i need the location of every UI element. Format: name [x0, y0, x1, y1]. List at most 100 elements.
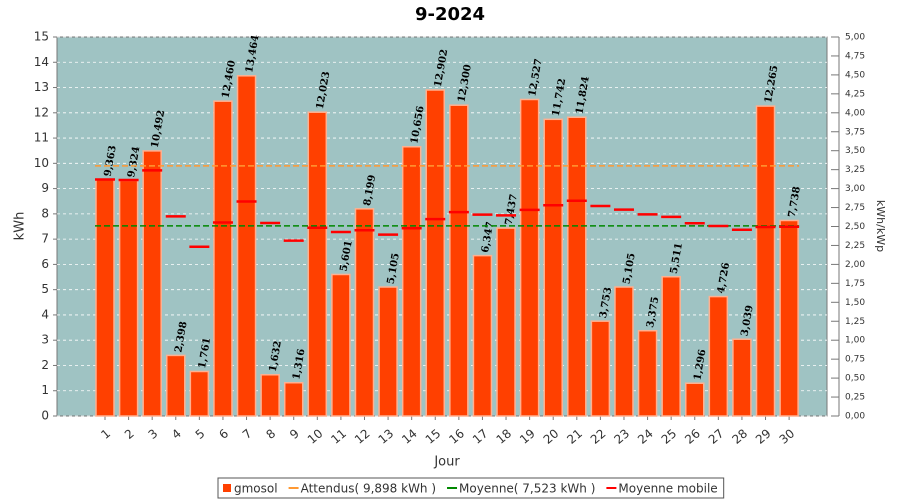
bar [519, 98, 540, 417]
y2-tick-label: 0,25 [845, 393, 865, 403]
y2-tick-label: 0,00 [845, 412, 865, 422]
x-tick-label: 26 [682, 426, 703, 447]
value-label: 1,632 [268, 340, 284, 373]
y2-tick-label: 0,75 [845, 355, 865, 365]
bar [260, 374, 280, 417]
bar [236, 75, 257, 417]
value-label: 7,738 [787, 186, 803, 219]
x-tick-label: 1 [98, 426, 113, 442]
y-tick-label: 4 [41, 307, 49, 321]
value-label: 9,363 [103, 145, 119, 178]
bar [543, 118, 563, 417]
bar [118, 179, 139, 417]
value-label: 5,511 [669, 242, 685, 275]
x-tick-label: 30 [777, 426, 798, 447]
x-tick-label: 25 [659, 426, 680, 447]
y2-tick-label: 2,00 [845, 260, 865, 270]
y2-tick-label: 1,25 [845, 317, 865, 327]
bar [732, 338, 752, 417]
y2-tick-label: 0,50 [845, 374, 865, 384]
y-tick-label: 14 [34, 55, 49, 69]
y-tick-label: 7 [41, 232, 49, 246]
y2-tick-label: 4,00 [845, 108, 865, 118]
bar [567, 116, 587, 417]
bar [95, 178, 115, 417]
legend-box [217, 477, 725, 499]
y2-axis-label: kWh/kWp [874, 200, 887, 252]
bar [708, 295, 729, 417]
value-label: 3,753 [598, 286, 614, 319]
y2-tick-label: 4,75 [845, 51, 865, 61]
x-tick-label: 29 [753, 426, 774, 447]
chart-title: 9-2024 [415, 4, 485, 25]
y-tick-label: 8 [41, 206, 49, 220]
x-tick-label: 27 [706, 426, 727, 447]
x-tick-label: 16 [446, 426, 467, 447]
x-tick-label: 5 [193, 426, 208, 442]
x-tick-label: 28 [729, 426, 750, 447]
bar [189, 370, 210, 417]
x-tick-label: 7 [240, 426, 255, 442]
x-tick-label: 22 [588, 426, 609, 447]
legend-swatch [223, 484, 231, 492]
x-axis-label: Jour [433, 455, 460, 470]
x-tick-label: 9 [287, 426, 302, 442]
y-tick-label: 1 [41, 383, 49, 397]
y2-tick-label: 2,75 [845, 203, 865, 213]
value-label: 1,316 [291, 348, 307, 381]
y2-tick-label: 2,50 [845, 222, 865, 232]
y-tick-label: 12 [34, 105, 49, 119]
bar [637, 329, 658, 417]
x-tick-label: 18 [494, 426, 515, 447]
y-tick-label: 13 [34, 80, 49, 94]
bar [590, 320, 611, 417]
value-label: 2,398 [173, 321, 189, 354]
bar [496, 227, 516, 417]
x-tick-label: 21 [564, 426, 585, 447]
y-tick-label: 6 [41, 257, 49, 271]
bar [307, 111, 328, 417]
x-tick-label: 3 [146, 426, 161, 442]
x-tick-label: 15 [423, 426, 444, 447]
y2-tick-label: 3,00 [845, 184, 865, 194]
value-label: 5,105 [386, 252, 402, 285]
bar [425, 89, 446, 417]
y2-tick-label: 4,50 [845, 70, 865, 80]
bar [142, 150, 162, 417]
bar [213, 100, 233, 417]
bar [331, 273, 351, 417]
y2-tick-label: 1,00 [845, 336, 865, 346]
legend-label: Moyenne( 7,523 kWh ) [459, 482, 595, 496]
y2-tick-label: 3,50 [845, 146, 865, 156]
value-label: 1,761 [197, 337, 213, 370]
bar [472, 254, 493, 417]
bar [661, 276, 681, 417]
value-label: 3,039 [740, 304, 756, 337]
value-label: 1,296 [692, 348, 708, 381]
legend: gmosol Attendus( 9,898 kWh ) Moyenne( 7,52… [217, 477, 725, 499]
y2-tick-label: 2,25 [845, 241, 865, 251]
legend-label: Moyenne mobile [618, 482, 717, 496]
value-label: 5,105 [622, 252, 638, 285]
value-label: 6,347 [480, 221, 496, 254]
y-tick-label: 15 [34, 30, 49, 44]
x-tick-label: 19 [517, 426, 538, 447]
x-tick-label: 4 [169, 426, 184, 442]
y-tick-label: 2 [41, 358, 49, 372]
x-tick-label: 17 [470, 426, 491, 447]
bar [283, 381, 304, 417]
x-tick-label: 2 [122, 426, 137, 442]
x-tick-label: 13 [376, 426, 397, 447]
y2-tick-label: 1,75 [845, 279, 865, 289]
y-tick-label: 3 [41, 333, 49, 347]
y-axis-label: kWh [13, 212, 28, 241]
value-label: 5,601 [338, 240, 354, 273]
x-tick-label: 24 [635, 426, 656, 447]
bar [166, 354, 186, 417]
bar [354, 208, 375, 417]
y-tick-label: 10 [34, 156, 49, 170]
x-tick-label: 14 [399, 426, 420, 447]
bar [685, 382, 705, 417]
bar [401, 146, 422, 417]
